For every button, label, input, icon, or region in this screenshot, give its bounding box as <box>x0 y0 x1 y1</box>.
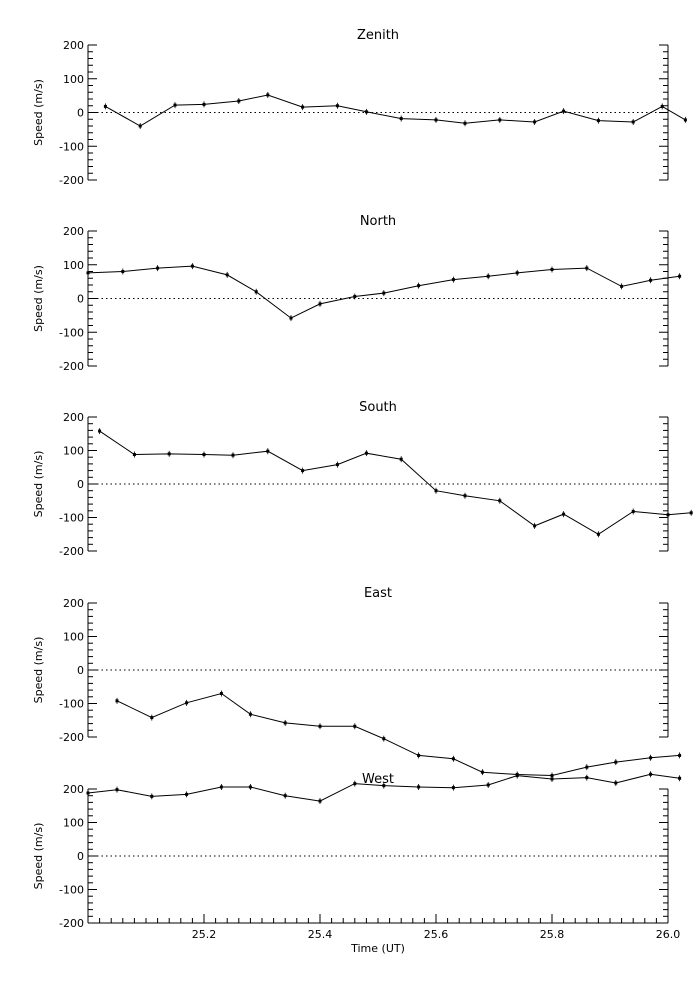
chart-3-title: South <box>359 400 397 415</box>
chart-5-ytick-label: 200 <box>63 783 84 796</box>
chart-5-xtick-label: 25.2 <box>192 928 217 941</box>
chart-1-ytick-label: 0 <box>77 107 84 120</box>
chart-5-xlabel: Time (UT) <box>350 942 405 955</box>
chart-1-ytick-label: -100 <box>59 140 84 153</box>
chart-5-xtick-label: 26.0 <box>656 928 681 941</box>
chart-4-ytick-label: 100 <box>63 631 84 644</box>
chart-3-ytick-label: -100 <box>59 512 84 525</box>
chart-1-ylabel: Speed (m/s) <box>32 79 45 146</box>
chart-3-series-line <box>99 430 692 535</box>
chart-5-ytick-label: -200 <box>59 917 84 930</box>
chart-5-ytick-label: 100 <box>63 817 84 830</box>
chart-3-ytick-label: 100 <box>63 445 84 458</box>
chart-1-ytick-label: -200 <box>59 174 84 187</box>
chart-1-title: Zenith <box>357 28 399 43</box>
chart-2-ytick-label: 200 <box>63 225 84 238</box>
chart-4-title: East <box>364 586 392 601</box>
chart-5-xtick-label: 25.6 <box>424 928 449 941</box>
chart-2-ylabel: Speed (m/s) <box>32 265 45 332</box>
chart-5-xtick-label: 25.4 <box>308 928 333 941</box>
chart-3-ytick-label: 200 <box>63 411 84 424</box>
chart-3-ylabel: Speed (m/s) <box>32 451 45 518</box>
chart-5-ylabel: Speed (m/s) <box>32 823 45 890</box>
chart-4-ylabel: Speed (m/s) <box>32 637 45 704</box>
chart-1-ytick-label: 100 <box>63 73 84 86</box>
chart-4-ytick-label: -200 <box>59 731 84 744</box>
chart-2-ytick-label: 100 <box>63 259 84 272</box>
chart-4-ytick-label: 0 <box>77 664 84 677</box>
chart-2-ytick-label: 0 <box>77 293 84 306</box>
chart-4-ytick-label: -100 <box>59 698 84 711</box>
chart-2-ytick-label: -200 <box>59 360 84 373</box>
chart-4-series-line <box>116 692 680 777</box>
chart-2-ytick-label: -100 <box>59 326 84 339</box>
chart-2-title: North <box>360 214 396 229</box>
chart-4-ytick-label: 200 <box>63 597 84 610</box>
chart-5-title: West <box>362 772 394 787</box>
chart-1-ytick-label: 200 <box>63 39 84 52</box>
chart-5-ytick-label: 0 <box>77 850 84 863</box>
chart-3-ytick-label: -200 <box>59 545 84 558</box>
chart-5-ytick-label: -100 <box>59 884 84 897</box>
chart-3-ytick-label: 0 <box>77 478 84 491</box>
chart-5-xtick-label: 25.8 <box>540 928 565 941</box>
